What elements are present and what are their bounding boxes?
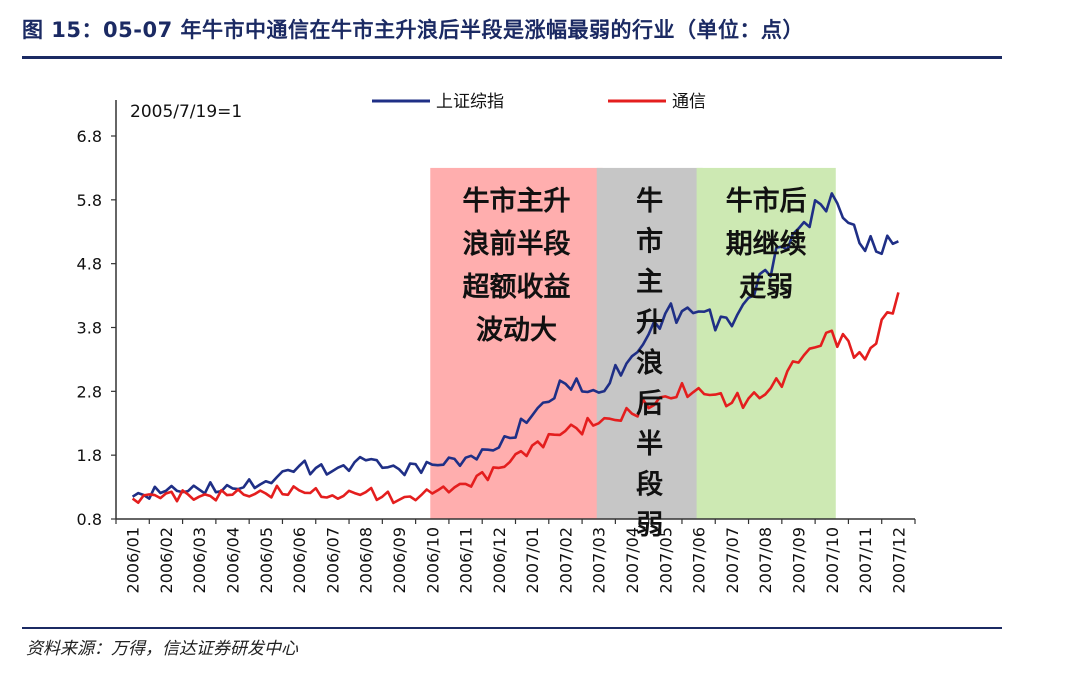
x-tick-label: 2007/02 <box>556 527 575 593</box>
region-annotation-line: 升 <box>636 307 663 338</box>
region-annotation-line: 期继续 <box>726 228 807 260</box>
legend-label-1: 上证综指 <box>436 92 504 112</box>
chart: 0.8 1.8 2.8 3.8 4.8 5.8 6.8 2006/01 2006/02 2006/… <box>77 92 916 593</box>
x-tick-label: 2006/05 <box>257 527 276 593</box>
y-tick-label: 4.8 <box>77 255 102 274</box>
shaded-regions <box>430 167 836 519</box>
axes: 0.8 1.8 2.8 3.8 4.8 5.8 6.8 2006/01 2006/02 2006/… <box>77 100 916 593</box>
x-tick-label: 2007/10 <box>823 527 842 593</box>
series-line-2 <box>131 292 900 505</box>
source-note: 资料来源：万得，信达证券研发中心 <box>26 639 298 659</box>
y-tick-label: 2.8 <box>77 382 102 401</box>
x-tick-label: 2006/10 <box>423 527 442 593</box>
region-annotation-line: 走弱 <box>739 272 793 303</box>
x-tick-label: 2007/08 <box>756 527 775 593</box>
x-tick-label: 2007/11 <box>856 527 875 593</box>
x-tick-label: 2007/07 <box>723 527 742 593</box>
x-tick-label: 2006/11 <box>457 527 476 593</box>
chart-title: 图 15：05-07 年牛市中通信在牛市主升浪后半段是涨幅最弱的行业（单位：点） <box>22 18 805 42</box>
legend-label-2: 通信 <box>672 92 706 112</box>
shaded-region-3 <box>696 167 836 519</box>
y-tick-label: 0.8 <box>77 510 102 529</box>
shaded-region-1 <box>430 167 603 519</box>
x-tick-label: 2007/03 <box>590 527 609 593</box>
legend: 上证综指 通信 2005/7/19=1 <box>130 92 706 122</box>
footer-rule <box>22 627 1002 629</box>
x-tick-label: 2007/12 <box>889 527 908 593</box>
x-tick-label: 2006/08 <box>357 527 376 593</box>
region-annotation-line: 浪前半段 <box>463 228 571 260</box>
x-tick-label: 2006/01 <box>124 527 143 593</box>
region-annotation-line: 半 <box>636 429 663 460</box>
x-tick-label: 2006/02 <box>157 527 176 593</box>
x-tick-label: 2007/04 <box>623 527 642 593</box>
base-date-label: 2005/7/19=1 <box>130 102 242 122</box>
y-tick-label: 6.8 <box>77 127 102 146</box>
title-rule <box>22 56 1002 59</box>
y-tick-label: 5.8 <box>77 191 102 210</box>
y-tick-label: 3.8 <box>77 319 102 338</box>
series-lines <box>131 192 900 505</box>
y-tick-label: 1.8 <box>77 446 102 465</box>
x-tick-label: 2007/09 <box>789 527 808 593</box>
region-annotation-line: 浪 <box>636 347 663 379</box>
shaded-region-2 <box>596 167 703 519</box>
region-annotation-line: 牛市主升 <box>463 185 571 217</box>
x-tick-label: 2006/04 <box>224 527 243 593</box>
series-line-1 <box>131 192 899 500</box>
region-annotation-line: 牛 <box>636 186 663 217</box>
region-annotation-line: 牛市后 <box>726 185 807 217</box>
region-annotation-line: 波动大 <box>476 315 557 346</box>
region-annotation-line: 市 <box>636 225 663 257</box>
x-tick-label: 2007/06 <box>690 527 709 593</box>
x-tick-label: 2007/05 <box>656 527 675 593</box>
region-annotation-line: 超额收益 <box>463 272 571 303</box>
x-tick-label: 2006/09 <box>390 527 409 593</box>
x-tick-label: 2006/07 <box>323 527 342 593</box>
x-tick-label: 2006/03 <box>190 527 209 593</box>
x-tick-label: 2006/06 <box>290 527 309 593</box>
x-tick-label: 2006/12 <box>490 527 509 593</box>
region-annotation-line: 弱 <box>636 510 663 541</box>
region-annotation-line: 后 <box>636 388 663 419</box>
x-tick-label: 2007/01 <box>523 527 542 593</box>
region-annotation-line: 段 <box>636 469 663 500</box>
region-annotation-line: 主 <box>636 267 663 298</box>
